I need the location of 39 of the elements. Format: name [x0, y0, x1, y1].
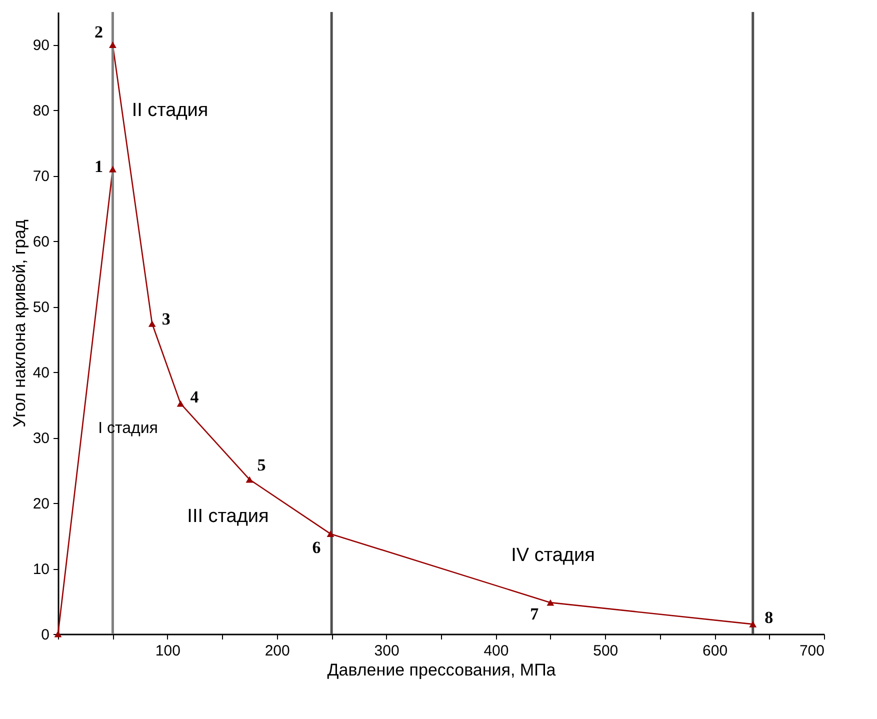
- x-tick-label: 500: [593, 642, 618, 660]
- y-tick-label: 70: [32, 168, 50, 186]
- annotation: 3: [162, 310, 170, 329]
- annotation: 1: [94, 157, 103, 176]
- x-tick-label: 300: [374, 642, 400, 660]
- y-tick-label: 30: [32, 430, 50, 448]
- x-axis-title: Давление прессования, МПа: [327, 660, 556, 680]
- x-tick-label: 100: [155, 642, 180, 660]
- y-tick-label: 80: [32, 102, 50, 120]
- x-tick-label: 700: [799, 642, 824, 660]
- y-tick-label: 90: [32, 37, 50, 54]
- point: [109, 166, 116, 172]
- y-tick-label: 50: [32, 299, 50, 316]
- y-tick-label: 0: [41, 626, 50, 644]
- annotation: IV стадия: [511, 545, 595, 566]
- annotation: II стадия: [132, 100, 208, 121]
- annotation: 8: [764, 608, 774, 628]
- y-tick-label: 40: [32, 364, 50, 382]
- y-tick-label: 20: [32, 496, 50, 513]
- annotation: 6: [312, 538, 321, 557]
- annotation: III стадия: [187, 506, 269, 527]
- x-tick-label: 200: [264, 642, 290, 660]
- annotation: I стадия: [98, 420, 158, 437]
- point: [326, 530, 334, 538]
- annotation: 5: [257, 455, 266, 474]
- annotation: 2: [94, 22, 103, 42]
- x-tick-label: 600: [702, 642, 728, 660]
- annotation: 4: [190, 388, 200, 407]
- annotation: 7: [530, 604, 540, 624]
- point: [148, 320, 156, 327]
- point: [546, 599, 554, 606]
- point: [246, 476, 254, 483]
- y-tick-label: 60: [32, 234, 50, 251]
- point: [109, 42, 116, 48]
- y-tick-label: 10: [32, 561, 50, 578]
- point: [749, 620, 757, 628]
- x-tick-label: 400: [484, 642, 509, 660]
- point: [176, 400, 184, 407]
- y-axis-title: Угол наклона кривой, град: [10, 220, 29, 428]
